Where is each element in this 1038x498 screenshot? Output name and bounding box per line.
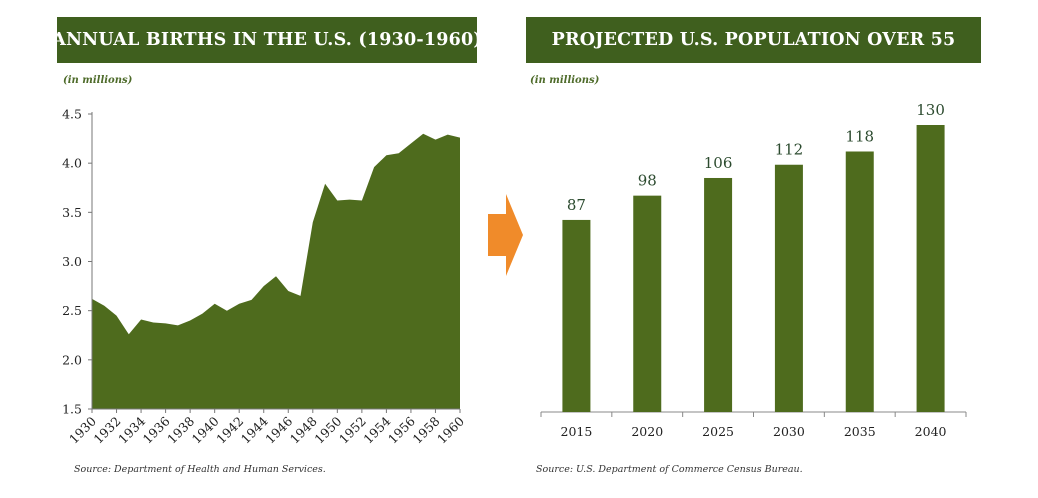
- births-area-series: [92, 133, 460, 409]
- births-x-tick-label: 1950: [311, 413, 344, 446]
- births-x-tick-label: 1934: [115, 413, 148, 446]
- births-x-tick-label: 1944: [238, 413, 271, 446]
- population-unit-label: (in millions): [530, 75, 600, 86]
- population-category-label: 2025: [702, 424, 734, 439]
- births-x-tick-label: 1942: [213, 414, 246, 447]
- population-bar-2030: [774, 164, 803, 412]
- births-x-tick-label: 1960: [434, 413, 467, 446]
- population-bar-2025: [704, 177, 733, 412]
- births-y-tick-label: 2.5: [62, 303, 82, 318]
- births-unit-label: (in millions): [63, 75, 133, 86]
- births-x-tick-label: 1938: [164, 413, 197, 446]
- population-category-label: 2015: [561, 424, 593, 439]
- population-value-label: 98: [638, 172, 657, 190]
- births-source: Source: Department of Health and Human S…: [74, 464, 326, 475]
- births-area-chart: 1.5 2.0 2.5 3.0 3.5 4.0 4.5 1930193219341936193…: [62, 107, 467, 447]
- population-category-label: 2030: [773, 424, 805, 439]
- population-bar-2035: [845, 151, 874, 412]
- births-y-tick-label: 3.0: [62, 254, 82, 269]
- population-value-label: 87: [567, 196, 586, 214]
- births-y-tick-label: 4.0: [62, 156, 82, 171]
- births-x-tick-label: 1948: [287, 413, 320, 446]
- population-bar-2040: [916, 125, 945, 412]
- births-x-tick-label: 1958: [409, 413, 442, 446]
- births-x-tick-label: 1946: [262, 413, 295, 446]
- births-y-tick-label: 1.5: [62, 402, 82, 417]
- births-x-tick-label: 1952: [336, 414, 369, 447]
- population-value-label: 112: [775, 141, 804, 159]
- births-y-tick-label: 2.0: [62, 352, 82, 367]
- births-y-tick-label: 4.5: [62, 107, 82, 122]
- population-bar-2020: [633, 195, 662, 412]
- population-bar-chart: 87 2015 98 2020 106 2025 112 2030 118 2035 130 2040: [540, 101, 967, 439]
- arrow-icon: [488, 194, 523, 276]
- population-value-label: 106: [704, 154, 733, 172]
- births-chart-title: ANNUAL BIRTHS IN THE U.S. (1930-1960): [52, 17, 482, 63]
- population-bar-2015: [562, 219, 591, 412]
- population-category-label: 2020: [631, 424, 663, 439]
- births-x-tick-label: 1936: [140, 413, 173, 446]
- births-x-tick-label: 1954: [360, 413, 393, 446]
- population-source: Source: U.S. Department of Commerce Cens…: [536, 464, 803, 475]
- births-x-tick-label: 1956: [385, 413, 418, 446]
- births-x-tick-label: 1940: [189, 413, 222, 446]
- births-y-tick-label: 3.5: [62, 205, 82, 220]
- population-value-label: 130: [916, 101, 945, 119]
- population-category-label: 2040: [915, 424, 947, 439]
- population-value-label: 118: [845, 127, 874, 145]
- population-category-label: 2035: [844, 424, 876, 439]
- births-x-tick-label: 1932: [91, 414, 124, 447]
- population-chart-title: PROJECTED U.S. POPULATION OVER 55: [526, 17, 981, 63]
- births-x-tick-label: 1930: [66, 413, 99, 446]
